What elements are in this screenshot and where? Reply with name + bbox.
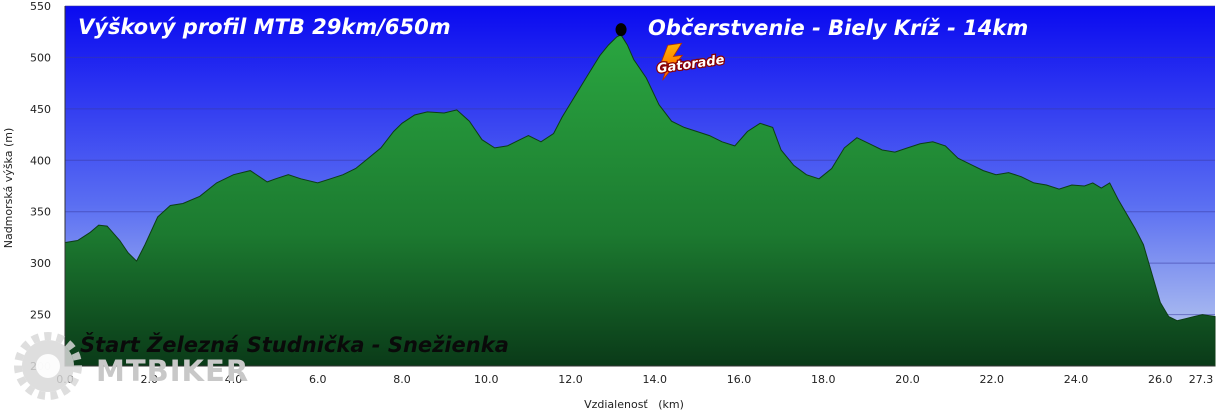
lightning-bolt-icon [659,42,684,81]
mtbiker-watermark: MTBIKER [14,332,249,400]
x-tick-label: 10.0 [474,373,499,386]
summit-marker [615,23,627,37]
y-tick-label: 350 [30,206,51,219]
y-tick-label: 550 [30,0,51,13]
mtbiker-wordmark: MTBIKER [96,354,249,388]
x-tick-label: 16.0 [727,373,752,386]
y-tick-labels: 200250300350400450500550 [30,0,51,373]
refreshment-annotation: Občerstvenie - Biely Kríž - 14km [648,16,1028,40]
x-tick-label: 6.0 [309,373,327,386]
y-tick-label: 250 [30,309,51,322]
x-tick-label: 4.0 [225,373,243,386]
gear-icon [14,332,82,400]
x-tick-label: 20.0 [895,373,920,386]
x-tick-label: 14.0 [642,373,667,386]
x-axis-title: Vzdialenosť (km) [584,398,684,411]
axes [64,6,1215,367]
x-tick-label: 22.0 [979,373,1004,386]
x-tick-label: 12.0 [558,373,583,386]
x-tick-label: 18.0 [811,373,836,386]
start-annotation: Štart Železná Studnička - Snežienka [80,332,509,357]
x-tick-label: 8.0 [393,373,411,386]
x-tick-label: 2.0 [140,373,158,386]
y-tick-label: 400 [30,154,51,167]
y-tick-label: 450 [30,103,51,116]
x-tick-label: 27.3 [1189,373,1214,386]
x-tick-labels: 0.02.04.06.08.010.012.014.016.018.020.02… [56,373,1213,386]
y-axis-title: Nadmorská výška (m) [2,128,15,249]
x-tick-label: 26.0 [1148,373,1173,386]
y-tick-label: 300 [30,257,51,270]
y-tick-label: 500 [30,51,51,64]
elevation-area [64,34,1216,367]
chart-title: Výškový profil MTB 29km/650m [78,15,451,39]
x-tick-label: 24.0 [1064,373,1089,386]
